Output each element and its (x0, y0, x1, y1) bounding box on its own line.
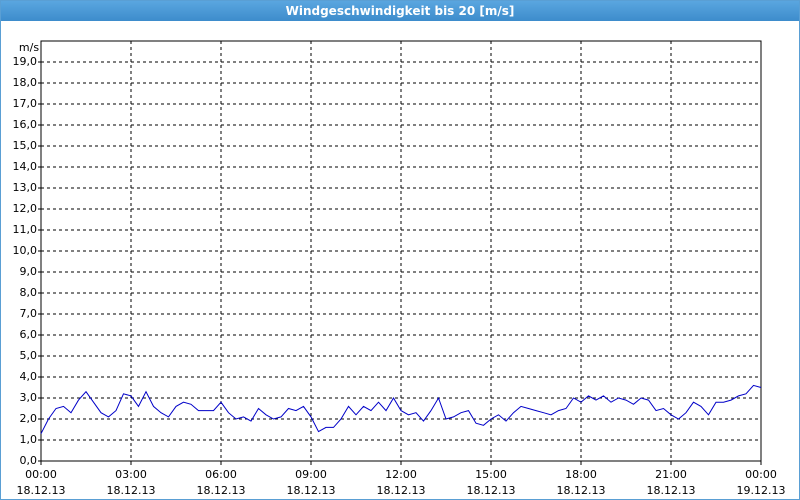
chart-title: Windgeschwindigkeit bis 20 [m/s] (1, 1, 799, 21)
y-tick-label: 0,0 (20, 454, 38, 467)
y-tick-label: 2,0 (20, 412, 38, 425)
y-axis-label: m/s (19, 41, 39, 54)
x-tick-label: 09:00 18.12.13 (286, 468, 336, 497)
y-tick-label: 5,0 (20, 349, 38, 362)
y-tick-label: 11,0 (13, 223, 38, 236)
y-tick-label: 18,0 (13, 76, 38, 89)
y-tick-label: 16,0 (13, 118, 38, 131)
y-tick-label: 17,0 (13, 97, 38, 110)
x-tick-label: 21:00 18.12.13 (646, 468, 696, 497)
y-tick-label: 6,0 (20, 328, 38, 341)
y-tick-label: 10,0 (13, 244, 38, 257)
y-tick-label: 3,0 (20, 391, 38, 404)
y-tick-label: 12,0 (13, 202, 38, 215)
y-tick-label: 8,0 (20, 286, 38, 299)
x-tick-label: 00:00 19.12.13 (736, 468, 786, 497)
data-line (40, 384, 762, 434)
y-tick-label: 7,0 (20, 307, 38, 320)
y-tick-label: 15,0 (13, 139, 38, 152)
x-tick-label: 00:00 18.12.13 (16, 468, 66, 497)
x-tick-label: 06:00 18.12.13 (196, 468, 246, 497)
y-tick-label: 1,0 (20, 433, 38, 446)
y-tick-label: 13,0 (13, 181, 38, 194)
y-tick-label: 4,0 (20, 370, 38, 383)
y-tick-label: 9,0 (20, 265, 38, 278)
x-tick-label: 18:00 18.12.13 (556, 468, 606, 497)
plot-frame (40, 40, 762, 462)
x-tick-label: 03:00 18.12.13 (106, 468, 156, 497)
x-tick-label: 12:00 18.12.13 (376, 468, 426, 497)
y-tick-label: 14,0 (13, 160, 38, 173)
y-tick-label: 19,0 (13, 55, 38, 68)
x-tick-label: 15:00 18.12.13 (466, 468, 516, 497)
